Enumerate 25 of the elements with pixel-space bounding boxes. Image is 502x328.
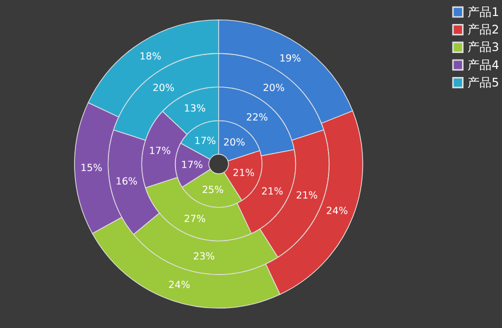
data-label: 17% <box>194 136 216 148</box>
data-label: 23% <box>193 252 215 263</box>
legend-label: 产品1 <box>468 4 500 19</box>
data-label: 27% <box>184 214 206 226</box>
data-label: 19% <box>279 54 302 65</box>
data-label: 13% <box>184 104 206 115</box>
data-label: 17% <box>181 160 203 171</box>
data-label: 15% <box>80 162 102 174</box>
legend-label: 产品3 <box>468 40 500 54</box>
legend-label: 产品2 <box>468 22 500 37</box>
data-label: 20% <box>262 83 285 94</box>
data-label: 20% <box>152 83 174 94</box>
data-label: 21% <box>296 190 318 202</box>
data-label: 18% <box>140 51 162 62</box>
data-label: 22% <box>246 112 268 124</box>
data-label: 21% <box>232 168 255 179</box>
legend-label: 产品5 <box>468 76 500 90</box>
data-label: 25% <box>202 184 224 196</box>
data-label: 24% <box>326 206 348 217</box>
data-label: 17% <box>149 146 171 157</box>
data-label: 24% <box>168 280 190 292</box>
data-label: 16% <box>116 176 138 188</box>
legend-label: 产品4 <box>468 58 500 72</box>
data-label: 21% <box>261 186 284 198</box>
data-label: 20% <box>223 137 246 148</box>
